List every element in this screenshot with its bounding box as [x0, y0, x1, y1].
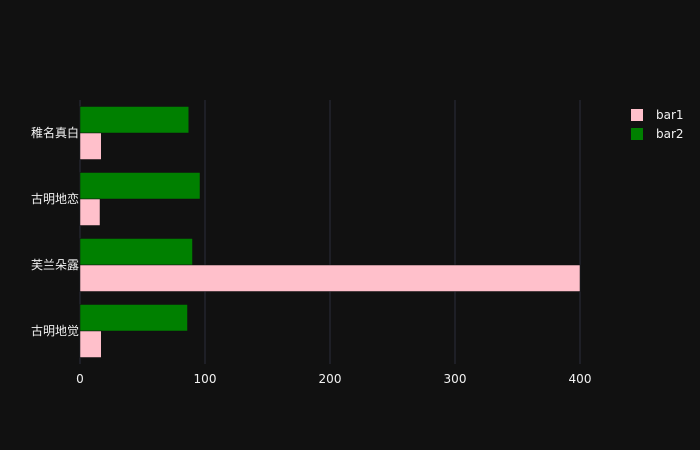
y-tick-label-2: 古明地恋 — [31, 191, 79, 206]
x-tick-label-100: 100 — [194, 372, 217, 386]
bar-bar1-3[interactable] — [79, 132, 102, 160]
y-tick-label-0: 古明地觉 — [31, 323, 79, 338]
bar-bar2-2[interactable] — [79, 172, 201, 200]
legend-swatch-bar1[interactable] — [631, 109, 643, 121]
y-tick-label-3: 稚名真白 — [31, 125, 79, 140]
legend-swatch-bar2[interactable] — [631, 128, 643, 140]
y-tick-label-1: 芙兰朵露 — [31, 258, 79, 272]
legend-label-bar2[interactable]: bar2 — [656, 127, 684, 141]
bar-bar2-3[interactable] — [79, 106, 189, 134]
x-tick-label-0: 0 — [76, 372, 84, 386]
y-axis-tick-labels: 古明地觉 芙兰朵露 古明地恋 稚名真白 — [31, 125, 79, 338]
bar-bar1-0[interactable] — [79, 330, 102, 358]
legend-label-bar1[interactable]: bar1 — [656, 108, 684, 122]
bar-bar2-1[interactable] — [79, 238, 193, 266]
bar-bar1-2[interactable] — [79, 198, 101, 226]
x-tick-label-400: 400 — [569, 372, 592, 386]
x-tick-label-200: 200 — [319, 372, 342, 386]
bar-bar2-0[interactable] — [79, 304, 188, 332]
x-axis-tick-labels: 0 100 200 300 400 — [76, 372, 591, 386]
legend[interactable]: bar1 bar2 — [631, 108, 684, 141]
bar-bar1-1[interactable] — [79, 264, 581, 292]
x-tick-label-300: 300 — [444, 372, 467, 386]
bars — [79, 106, 581, 358]
